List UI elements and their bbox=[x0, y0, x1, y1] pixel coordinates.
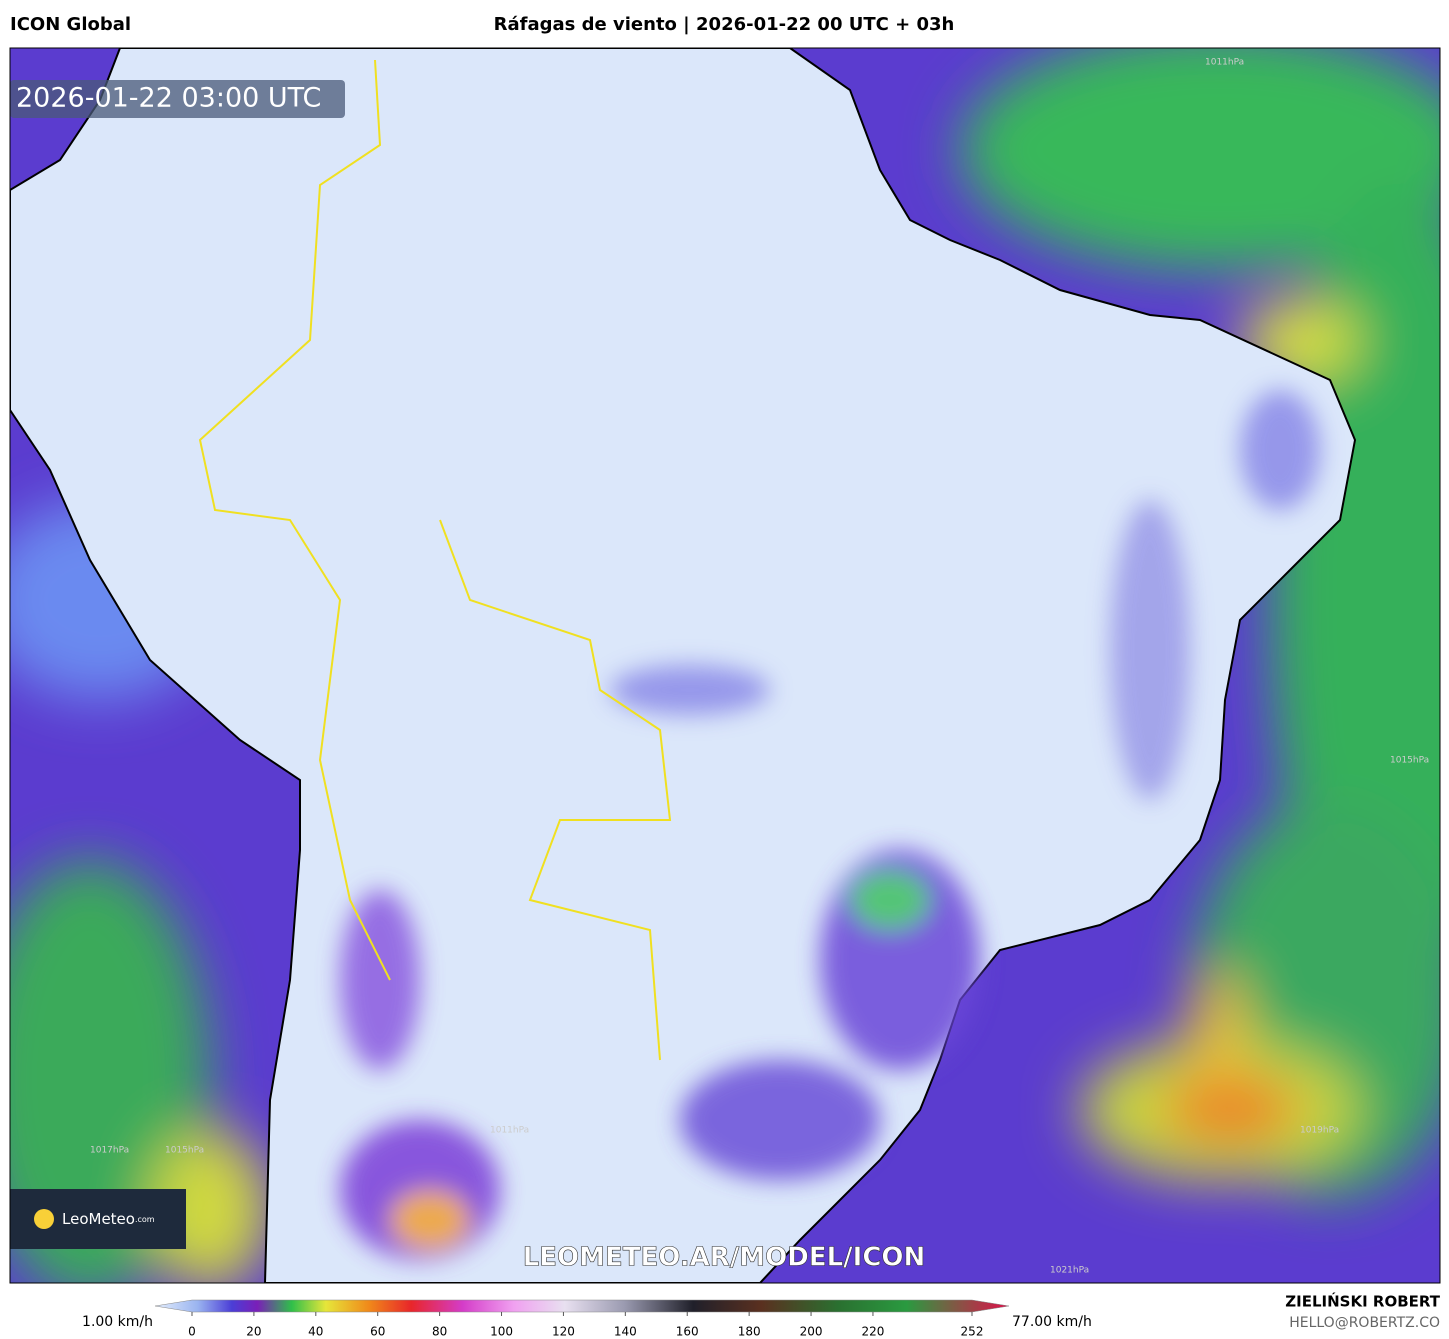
colorbar-tick-label: 100 bbox=[490, 1325, 513, 1339]
colorbar-tick-label: 0 bbox=[188, 1325, 196, 1339]
colorbar-tick-label: 220 bbox=[861, 1325, 884, 1339]
colorbar-tick-label: 20 bbox=[246, 1325, 261, 1339]
author: ZIELIŃSKI ROBERT bbox=[1285, 1292, 1440, 1311]
isobar-labels: 1011hPa 1015hPa 1019hPa 1021hPa 1017hPa 1015h… bbox=[90, 58, 1429, 1276]
isobar-label: 1011hPa bbox=[490, 1126, 529, 1136]
colorbar-min: 1.00 km/h bbox=[82, 1314, 153, 1330]
watermark: LEOMETEO.AR/MODEL/ICON bbox=[523, 1243, 926, 1273]
model-name: ICON Global bbox=[10, 14, 131, 35]
border bbox=[198, 59, 391, 981]
logo-name: LeoMeteo.com bbox=[62, 1210, 155, 1228]
logo-suffix: .com bbox=[135, 1215, 155, 1224]
isobar-label: 1017hPa bbox=[90, 1146, 129, 1156]
isobar-label: 1021hPa bbox=[1050, 1266, 1089, 1276]
colorbar-tick-label: 200 bbox=[800, 1325, 823, 1339]
colorbar bbox=[154, 1299, 1010, 1313]
colorbar-tick-label: 60 bbox=[370, 1325, 385, 1339]
colorbar-ticks: 0 20 40 60 80 100 120 140 160 180 200 220 252 bbox=[188, 1312, 983, 1339]
colorbar-tick-label: 180 bbox=[738, 1325, 761, 1339]
colorbar-tick-label: 120 bbox=[552, 1325, 575, 1339]
isobar-label: 1015hPa bbox=[165, 1146, 204, 1156]
isobar-label: 1011hPa bbox=[1205, 58, 1244, 68]
colorbar-tick-label: 80 bbox=[432, 1325, 447, 1339]
colorbar-tick-label: 40 bbox=[308, 1325, 323, 1339]
title: Ráfagas de viento | 2026-01-22 00 UTC + … bbox=[494, 14, 955, 35]
map: 1011hPa 1015hPa 1019hPa 1021hPa 1017hPa 1015h… bbox=[10, 48, 1440, 1283]
colorbar-tick-label: 252 bbox=[961, 1325, 984, 1339]
logo-sun bbox=[34, 1209, 54, 1229]
map-frame bbox=[9, 47, 1441, 1284]
border bbox=[439, 519, 672, 1061]
isobar-label: 1019hPa bbox=[1300, 1126, 1339, 1136]
logo-text: LeoMeteo bbox=[62, 1210, 135, 1228]
isobar-label: 1015hPa bbox=[1390, 756, 1429, 766]
land-gusts bbox=[340, 390, 1320, 1260]
colorbar-max: 77.00 km/h bbox=[1012, 1314, 1092, 1330]
email: HELLO@ROBERTZ.CO bbox=[1289, 1315, 1440, 1331]
valid-time: 2026-01-22 03:00 UTC bbox=[16, 83, 321, 114]
colorbar-tick-label: 140 bbox=[614, 1325, 637, 1339]
time-box bbox=[10, 80, 345, 118]
colorbar-tick-label: 160 bbox=[676, 1325, 699, 1339]
